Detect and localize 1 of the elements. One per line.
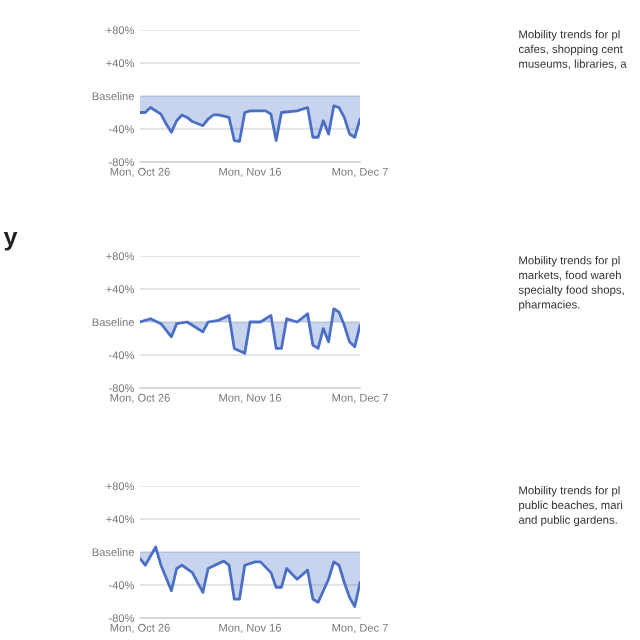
text: y bbox=[3, 232, 18, 251]
